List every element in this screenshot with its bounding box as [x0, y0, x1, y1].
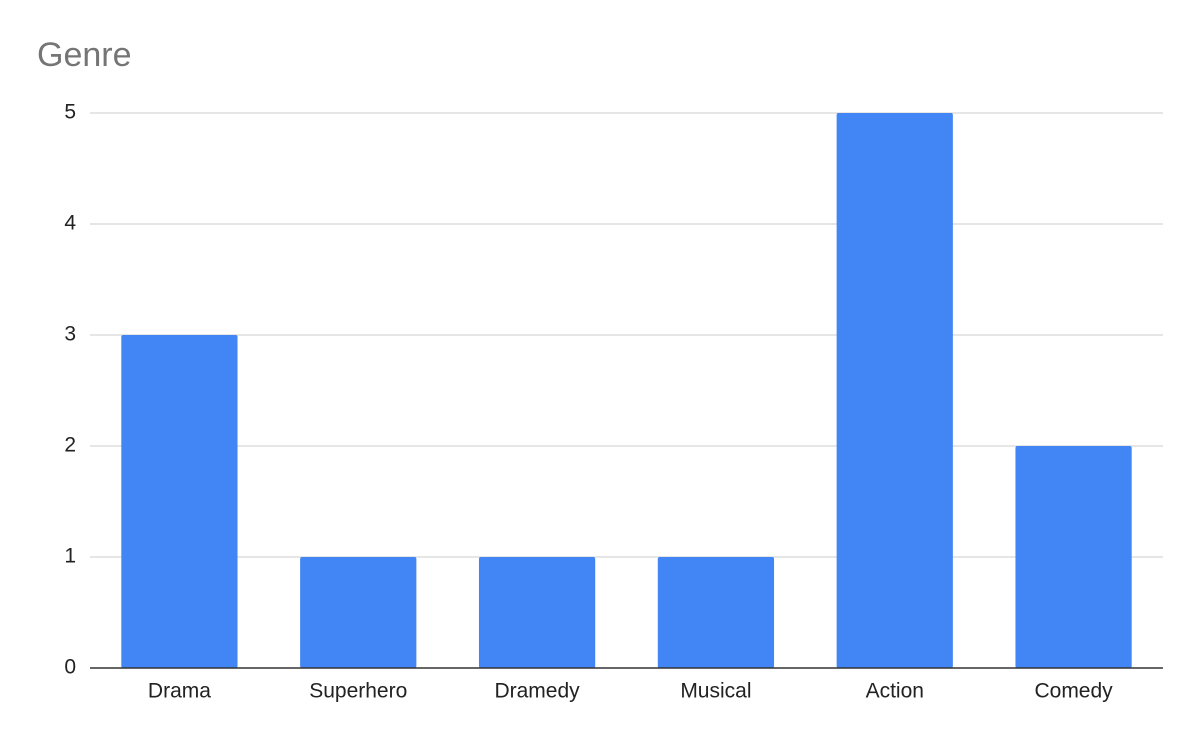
y-tick-label: 0 — [64, 656, 76, 679]
x-tick-label: Comedy — [1034, 680, 1113, 703]
x-tick-label: Dramedy — [494, 680, 580, 703]
bar — [1015, 446, 1132, 668]
y-tick-label: 4 — [64, 212, 76, 235]
bar — [121, 335, 238, 668]
x-tick-label: Musical — [680, 680, 751, 703]
bar — [300, 557, 417, 668]
chart-title: Genre — [37, 36, 132, 74]
y-tick-label: 2 — [64, 434, 76, 457]
bar — [478, 557, 596, 668]
bar — [657, 557, 775, 668]
x-tick-label: Drama — [148, 680, 211, 703]
x-tick-label: Action — [866, 680, 924, 703]
y-tick-label: 5 — [64, 101, 76, 124]
y-tick-label: 1 — [64, 545, 76, 568]
x-tick-label: Superhero — [309, 680, 407, 703]
bar — [836, 113, 953, 668]
y-tick-label: 3 — [64, 323, 76, 346]
